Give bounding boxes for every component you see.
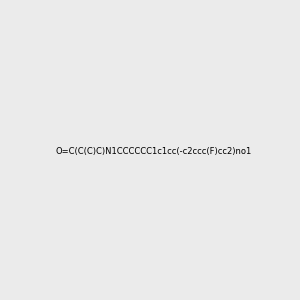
Text: O=C(C(C)C)N1CCCCCC1c1cc(-c2ccc(F)cc2)no1: O=C(C(C)C)N1CCCCCC1c1cc(-c2ccc(F)cc2)no1 bbox=[56, 147, 252, 156]
